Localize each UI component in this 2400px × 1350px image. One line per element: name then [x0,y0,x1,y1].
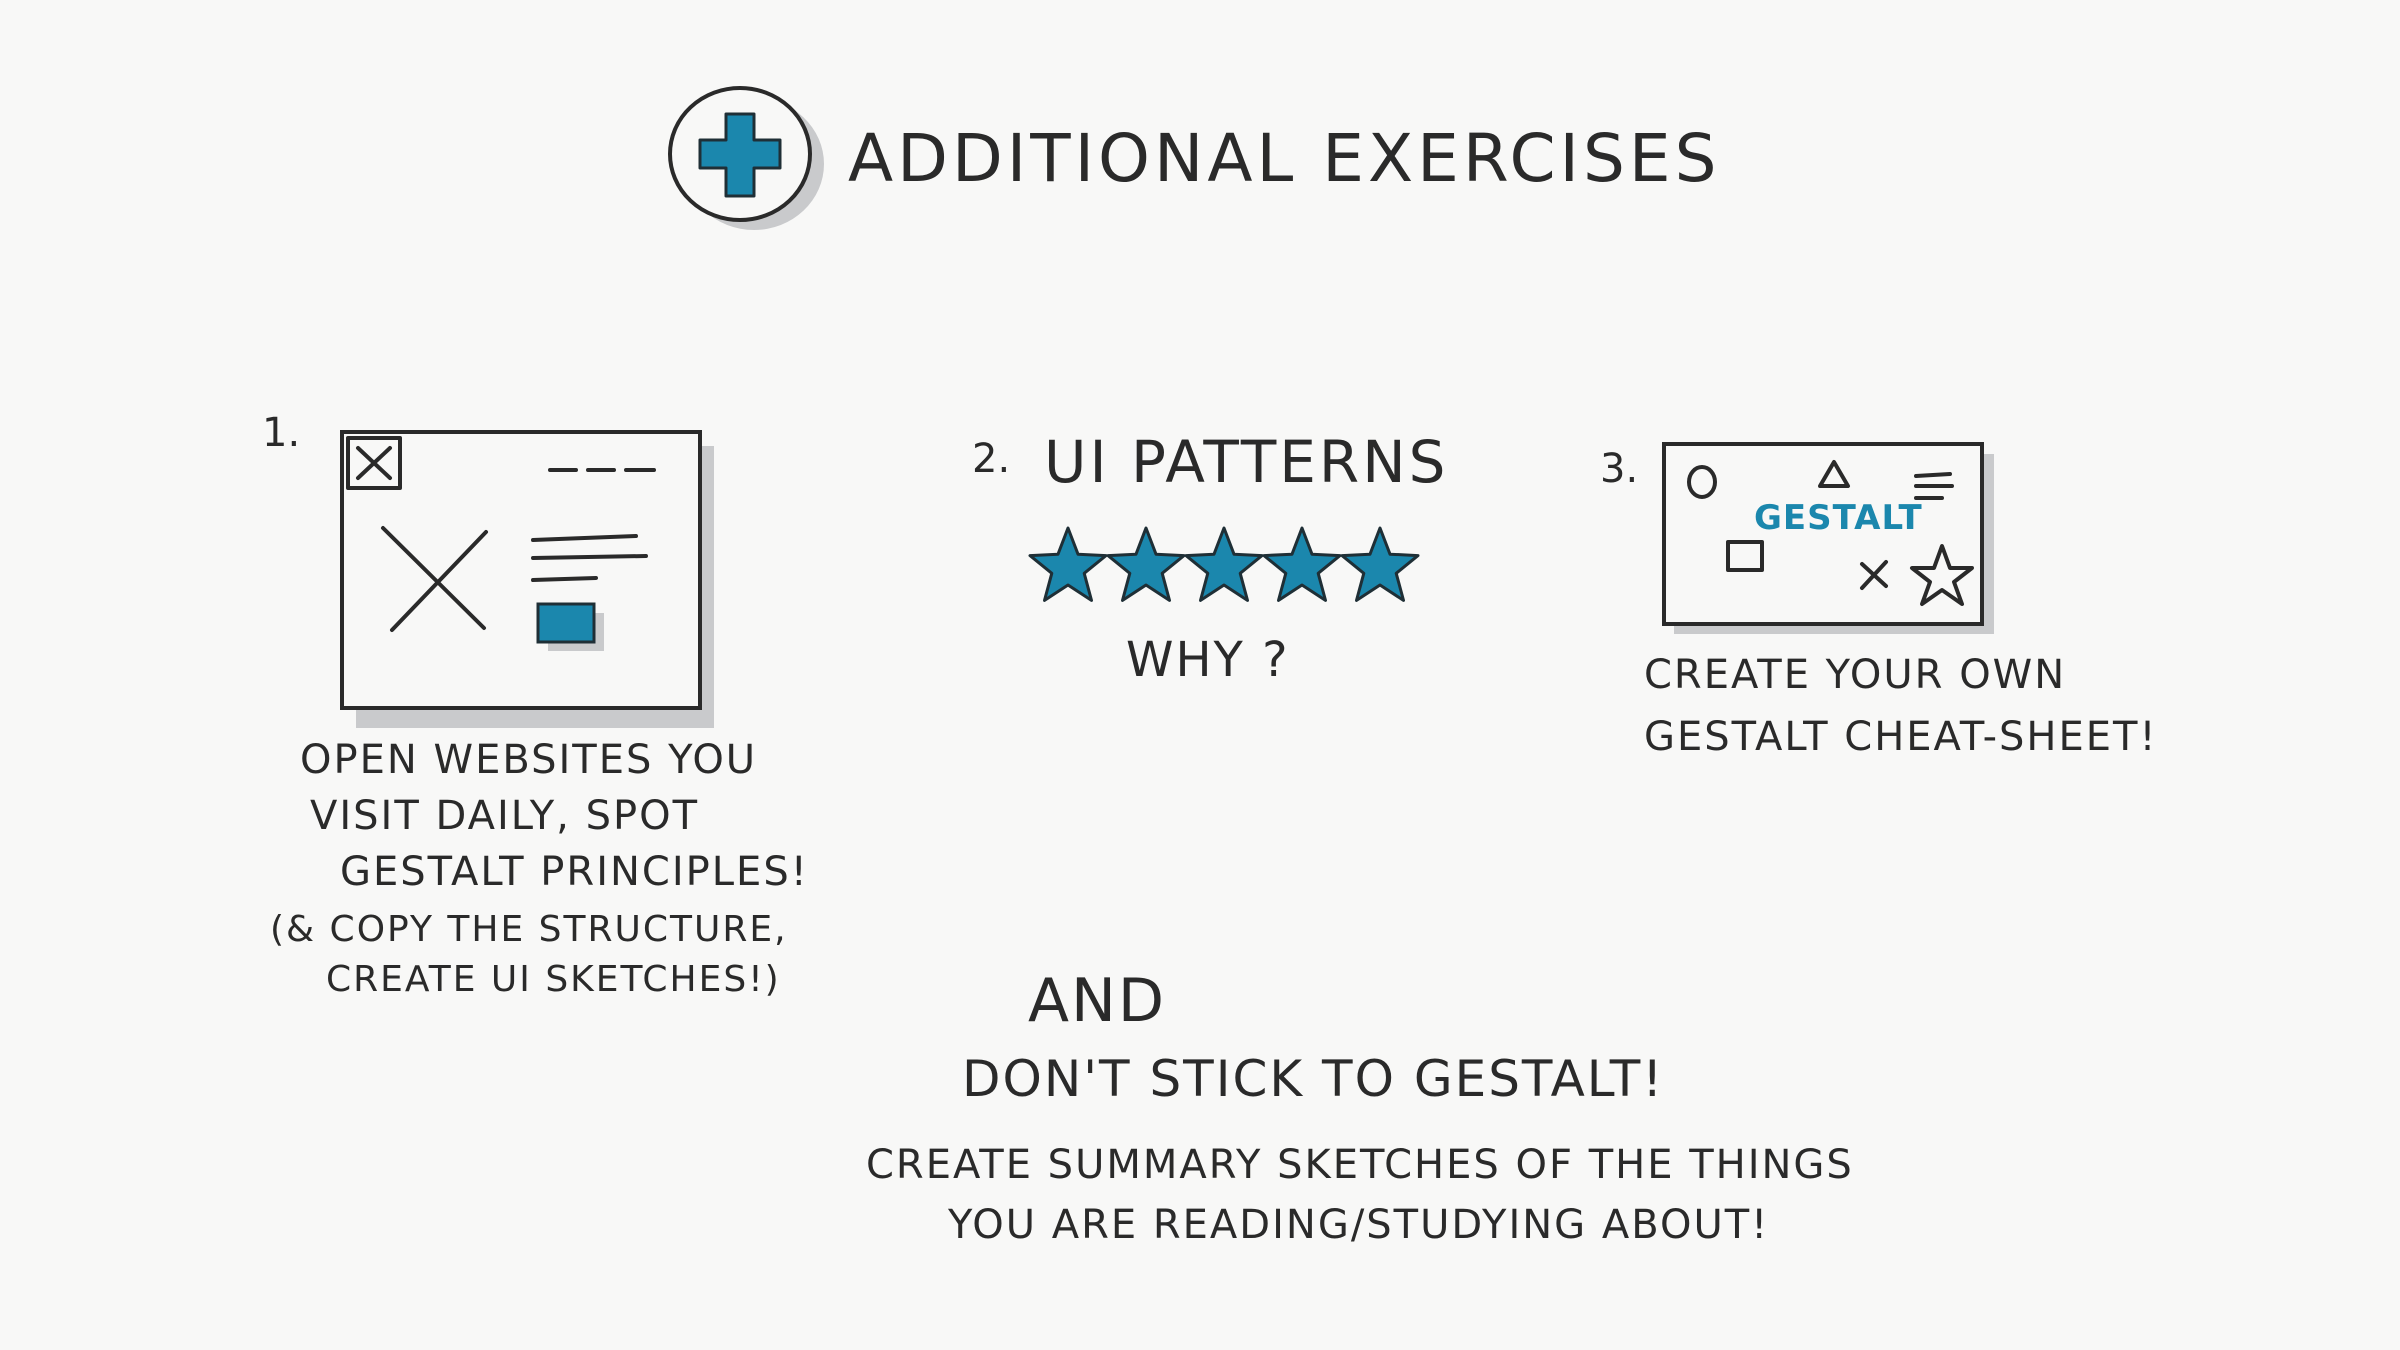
gestalt-sketch-word: GESTALT [1754,498,1923,538]
star-rating [1028,526,1420,602]
exercise-1-line-1: OPEN WEBSITES YOU [300,737,758,783]
closing-heading: DON'T STICK TO GESTALT! [962,1050,1665,1108]
exercise-1-line-2: VISIT DAILY, SPOT [310,793,700,839]
closing-line-1: CREATE SUMMARY SKETCHES OF THE THINGS [866,1142,1854,1188]
exercise-2-number: 2. [972,436,1011,482]
title-section: ADDITIONAL EXERCISES [668,84,1716,234]
star-icon [1184,526,1264,602]
exercise-3-number: 3. [1600,446,1639,492]
plus-circle-icon [668,86,824,230]
exercise-3-line-1: CREATE YOUR OWN [1644,652,2067,698]
exercise-1-note-2: CREATE UI SKETCHES!) [326,959,781,1000]
page-title: ADDITIONAL EXERCISES [848,120,1721,197]
exercise-1-line-3: GESTALT PRINCIPLES! [340,849,809,895]
gestalt-cheat-sheet-icon [1662,442,1994,634]
closing-line-2: YOU ARE READING/STUDYING ABOUT! [948,1202,1770,1248]
exercise-3-line-2: GESTALT CHEAT-SHEET! [1644,714,2158,760]
exercise-1-note-1: (& COPY THE STRUCTURE, [270,909,788,950]
exercise-1-number: 1. [262,410,301,456]
exercise-2-question: WHY ? [1126,632,1290,688]
star-icon [1262,526,1342,602]
closing-and: AND [1028,966,1167,1036]
browser-wireframe-icon [340,430,714,728]
star-icon [1028,526,1108,602]
star-icon [1340,526,1420,602]
exercise-2-heading: UI PATTERNS [1044,428,1449,496]
star-icon [1106,526,1186,602]
